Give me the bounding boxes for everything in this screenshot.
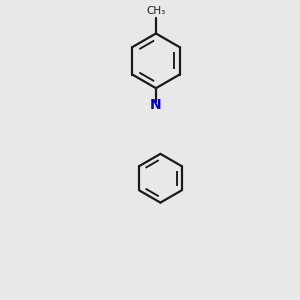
Text: N: N: [150, 98, 162, 112]
Text: CH₃: CH₃: [146, 6, 166, 16]
